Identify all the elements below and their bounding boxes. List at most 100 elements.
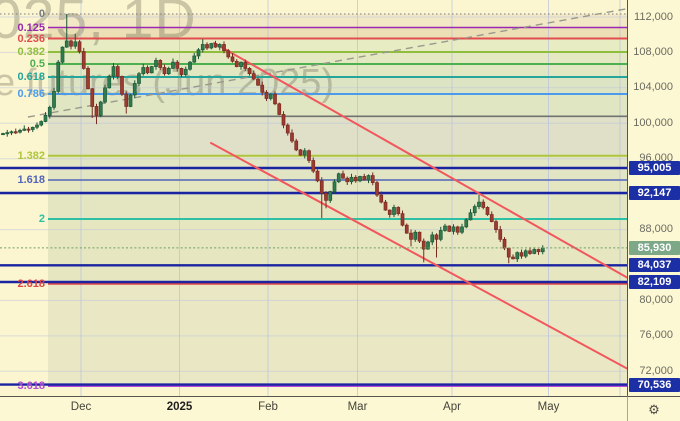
candle bbox=[426, 241, 430, 250]
candle bbox=[379, 194, 384, 203]
candle bbox=[13, 131, 18, 134]
candle bbox=[447, 225, 452, 232]
price-level-badge: 70,536 bbox=[629, 377, 680, 392]
candle bbox=[247, 68, 252, 75]
price-tick-label: 76,000 bbox=[639, 329, 673, 342]
candle bbox=[217, 44, 222, 48]
time-axis[interactable]: Dec 2025 Feb Mar Apr May bbox=[0, 396, 628, 421]
candle bbox=[64, 40, 69, 48]
candle bbox=[60, 46, 65, 63]
candle bbox=[290, 132, 294, 142]
candle bbox=[536, 249, 541, 253]
candle bbox=[285, 124, 290, 134]
candle bbox=[294, 140, 299, 151]
candle bbox=[336, 173, 341, 183]
price-level-badge: 92,147 bbox=[629, 186, 680, 200]
candle bbox=[528, 250, 532, 254]
candle bbox=[43, 114, 48, 122]
candle bbox=[260, 84, 265, 93]
candle bbox=[154, 60, 158, 67]
price-tick-label: 88,000 bbox=[639, 223, 673, 236]
candle bbox=[209, 43, 214, 49]
channel-line[interactable] bbox=[210, 142, 628, 370]
fib-band bbox=[48, 180, 627, 219]
price-axis[interactable]: 112,000 108,000 104,000 100,000 96,000 88,000… bbox=[627, 0, 680, 397]
candle bbox=[264, 91, 269, 99]
candle bbox=[353, 176, 358, 182]
plot-area[interactable]: 025, 1D e futures (Jun 2025) bbox=[0, 0, 628, 397]
price-tick-label: 72,000 bbox=[639, 364, 673, 377]
candle bbox=[511, 256, 515, 260]
candle bbox=[179, 68, 184, 75]
candle bbox=[417, 231, 422, 242]
candle bbox=[234, 60, 239, 67]
candle bbox=[132, 83, 137, 96]
price-tick-label: 108,000 bbox=[633, 45, 673, 58]
price-level-badge: 84,037 bbox=[629, 258, 680, 273]
candle bbox=[485, 207, 490, 215]
candle bbox=[124, 93, 129, 107]
candle bbox=[498, 229, 503, 240]
candle bbox=[47, 106, 52, 116]
candle bbox=[455, 226, 460, 233]
watermark-symbol-text: 025, 1D bbox=[0, 0, 197, 51]
candle bbox=[30, 126, 35, 130]
candle bbox=[205, 44, 209, 49]
candle bbox=[52, 91, 56, 108]
candle bbox=[22, 128, 27, 131]
candle bbox=[383, 201, 388, 211]
candle bbox=[73, 41, 78, 47]
candle bbox=[268, 93, 273, 99]
candle bbox=[409, 232, 413, 240]
candle bbox=[90, 88, 95, 107]
fib-band bbox=[48, 94, 627, 117]
candle bbox=[519, 252, 524, 257]
candle bbox=[404, 224, 409, 234]
gear-icon[interactable]: ⚙ bbox=[648, 401, 660, 417]
candle bbox=[532, 249, 537, 254]
candle bbox=[111, 66, 116, 77]
candle bbox=[158, 60, 163, 68]
candle bbox=[175, 61, 180, 69]
price-tick-label: 112,000 bbox=[634, 10, 673, 23]
candle bbox=[523, 250, 528, 257]
candle bbox=[349, 176, 354, 183]
candle bbox=[243, 61, 248, 69]
time-tick-label: 2025 bbox=[166, 401, 193, 413]
candle bbox=[362, 176, 367, 181]
fib-band bbox=[48, 77, 627, 94]
candle bbox=[311, 160, 316, 172]
candle bbox=[451, 226, 456, 232]
candle bbox=[307, 150, 311, 161]
candle bbox=[387, 209, 392, 215]
candle bbox=[315, 170, 320, 182]
candle bbox=[515, 252, 520, 260]
candle bbox=[319, 180, 324, 194]
candle bbox=[115, 66, 120, 77]
candle bbox=[256, 78, 260, 86]
candle bbox=[345, 177, 350, 183]
candle bbox=[375, 182, 379, 196]
candle bbox=[120, 75, 124, 95]
candle bbox=[145, 67, 150, 74]
time-tick-label: May bbox=[537, 401, 560, 413]
candle bbox=[502, 238, 507, 249]
price-tick-label: 104,000 bbox=[633, 81, 673, 94]
candle bbox=[341, 173, 345, 179]
candle bbox=[103, 87, 107, 103]
candle bbox=[358, 176, 362, 182]
candle bbox=[400, 213, 405, 226]
candle bbox=[464, 219, 469, 228]
candle bbox=[162, 67, 167, 75]
candle bbox=[540, 247, 545, 253]
candle bbox=[494, 221, 498, 230]
candle bbox=[18, 130, 22, 133]
candle bbox=[226, 50, 231, 58]
candle bbox=[273, 93, 277, 105]
candle bbox=[56, 61, 61, 92]
candle bbox=[421, 240, 426, 250]
price-chart-canvas[interactable]: 025, 1De futures (Jun 2025) bbox=[0, 0, 628, 397]
candle bbox=[188, 61, 192, 70]
candle bbox=[460, 226, 464, 233]
channel-line[interactable] bbox=[213, 42, 628, 279]
